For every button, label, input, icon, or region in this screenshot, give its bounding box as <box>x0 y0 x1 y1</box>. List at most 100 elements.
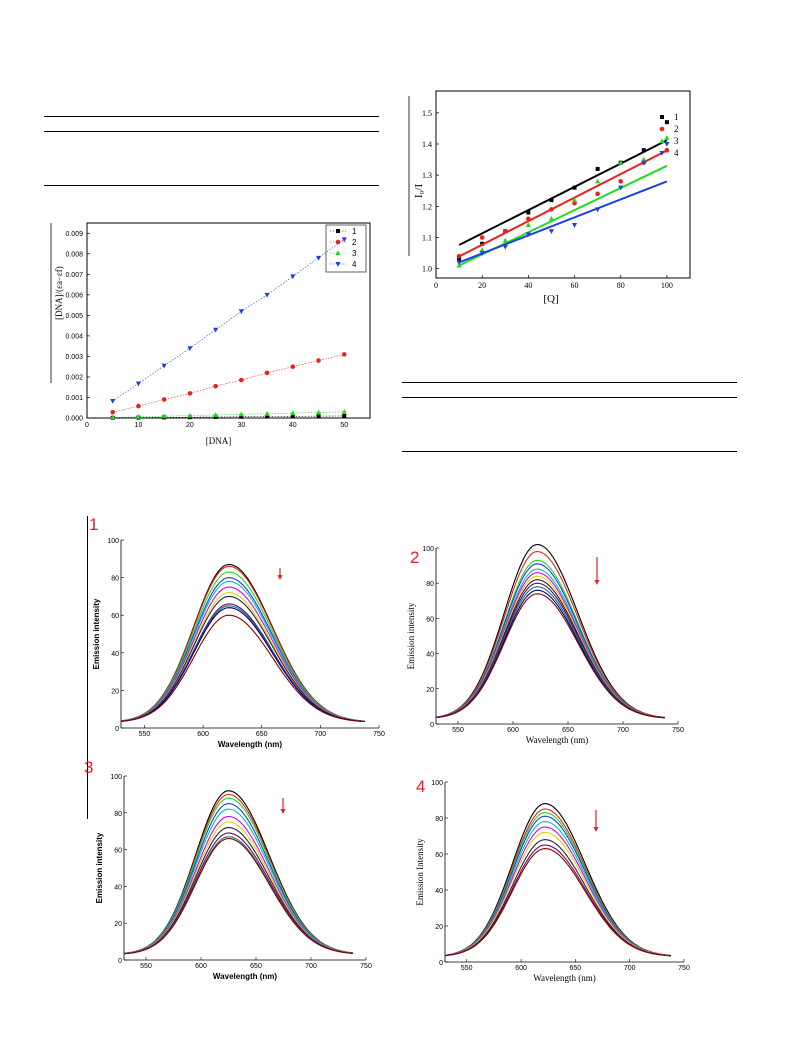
legend-label: 1 <box>352 227 357 236</box>
data-point <box>315 409 322 415</box>
spectrum-curve <box>123 808 353 955</box>
x-axis-label: Wavelength (nm) <box>213 972 277 981</box>
x-tick-label: 750 <box>373 731 385 738</box>
panel-label-1: 1 <box>89 515 99 534</box>
data-point <box>595 178 601 184</box>
binding-plot: 0.000 0.001 0.002 0.003 0.004 0.005 0.006 0.007… <box>50 222 371 446</box>
spectrum-curve <box>435 550 665 719</box>
y-tick-label: 1.4 <box>422 140 432 149</box>
y-tick-label: 20 <box>114 921 122 928</box>
x-tick-label: 550 <box>140 963 152 970</box>
x-tick-label: 10 <box>135 422 143 429</box>
spectrum-curve <box>120 565 365 722</box>
legend-box <box>325 224 367 273</box>
y-axis-label: Emission intensity <box>95 832 104 903</box>
y-tick-label: 1.1 <box>422 233 432 242</box>
data-point <box>213 383 218 389</box>
data-point <box>265 414 270 419</box>
data-point <box>110 414 116 420</box>
data-point <box>161 397 167 402</box>
legend-label: 1 <box>674 112 679 122</box>
data-point <box>456 253 462 259</box>
data-point <box>456 260 462 266</box>
y-tick-label: 80 <box>435 816 443 823</box>
spectrum-curve <box>123 832 353 955</box>
y-tick-label: 0.008 <box>65 251 83 258</box>
data-point <box>136 403 141 409</box>
y-tick-label: 0.007 <box>65 272 83 279</box>
legend-marker <box>659 138 665 143</box>
spectrum-curve <box>444 808 672 957</box>
data-point <box>479 235 485 240</box>
data-point <box>502 228 508 234</box>
x-tick-label: 600 <box>195 963 207 970</box>
legend-label: 3 <box>674 136 679 146</box>
y-tick-label: 0.002 <box>65 374 83 381</box>
x-tick-label: 550 <box>461 965 473 972</box>
data-point <box>110 398 116 404</box>
y-tick-label: 20 <box>426 687 434 694</box>
series-line <box>112 415 345 419</box>
x-tick-label: 550 <box>139 731 151 738</box>
x-tick-label: 40 <box>289 422 297 429</box>
x-tick-label: 700 <box>617 727 629 734</box>
series-line <box>112 239 345 402</box>
data-point <box>641 148 646 153</box>
x-tick-label: 600 <box>507 727 519 734</box>
y-tick-label: 100 <box>422 546 434 553</box>
spectrum-curve <box>120 607 365 723</box>
x-tick-label: 600 <box>515 965 527 972</box>
series-4: 4 <box>456 141 679 266</box>
fit-line <box>458 180 668 264</box>
data-point <box>213 412 219 417</box>
x-axis-label: Wavelength (nm) <box>218 740 282 749</box>
margin-rule-left <box>87 516 88 819</box>
table-rule-top-right <box>402 382 737 383</box>
legend-marker <box>336 229 340 233</box>
data-point <box>341 409 347 414</box>
data-point <box>135 381 142 387</box>
data-point <box>161 413 167 419</box>
x-tick-label: 50 <box>340 422 348 429</box>
y-axis-label: Emission intensity <box>406 602 416 669</box>
panel-label-3: 3 <box>84 758 94 777</box>
data-point <box>664 134 670 140</box>
y-tick-label: 0.000 <box>65 416 83 423</box>
x-tick-label: 650 <box>256 731 268 738</box>
data-point <box>264 292 270 298</box>
x-tick-label: 20 <box>478 281 486 290</box>
y-tick-label: 0.006 <box>65 292 83 299</box>
data-point <box>161 363 167 369</box>
quench-arrowhead <box>593 827 599 832</box>
data-point <box>290 274 296 280</box>
data-point <box>457 257 462 262</box>
x-tick-label: 20 <box>186 422 194 429</box>
spectrum-curve <box>444 821 672 957</box>
y-tick-label: 60 <box>426 616 434 623</box>
y-tick-label: 20 <box>111 688 119 695</box>
data-point <box>526 216 531 222</box>
legend-label: 4 <box>674 148 679 158</box>
legend-marker <box>659 151 665 156</box>
data-point <box>264 370 270 376</box>
quench-arrowhead <box>277 575 283 580</box>
legend-marker <box>335 262 341 267</box>
x-tick-label: 600 <box>197 731 209 738</box>
quench-arrowhead <box>594 580 600 585</box>
data-point <box>290 410 296 416</box>
data-point <box>110 409 116 415</box>
y-tick-label: 20 <box>435 924 443 931</box>
data-point <box>187 412 193 418</box>
legend-marker <box>659 126 665 132</box>
spectrum-curve <box>123 793 353 954</box>
spectrum-curve <box>120 595 365 722</box>
legend-marker <box>660 115 664 119</box>
emission-curves <box>123 790 353 955</box>
data-point <box>641 156 647 162</box>
plot-frame <box>435 90 691 279</box>
y-tick-label: 40 <box>111 651 119 658</box>
emission-spectra-2: 0 20 40 60 80 100 550 600 650 700 750 Wavelength (n… <box>406 543 684 745</box>
legend-label: 3 <box>352 249 357 258</box>
y-tick-label: 80 <box>114 811 122 818</box>
y-tick-label: 0.003 <box>65 354 83 361</box>
